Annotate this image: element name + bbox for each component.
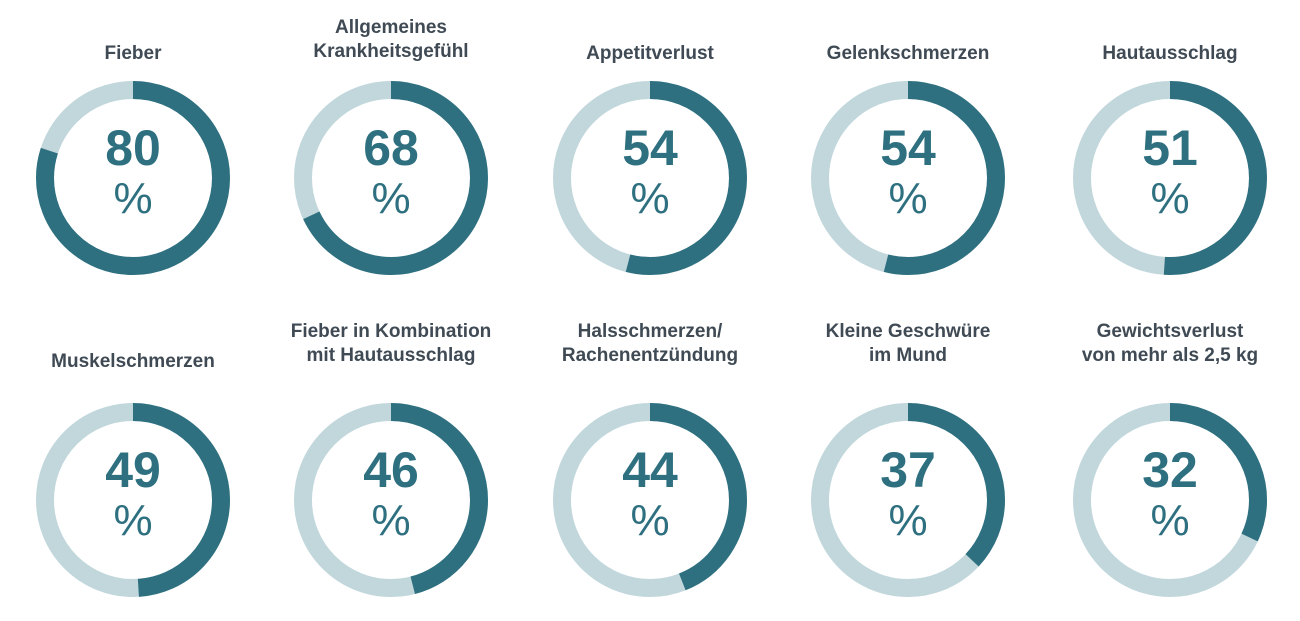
donut-item: Gelenkschmerzen 54% — [788, 0, 1028, 621]
donut-value: 44 — [622, 442, 678, 498]
donut-value-arc — [36, 403, 230, 597]
donut-unit: % — [371, 174, 411, 223]
donut-label: Allgemeines Krankheitsgefühl — [313, 17, 469, 62]
donut-label: Kleine Geschwüre im Mund — [825, 321, 991, 366]
donut-item: Appetitverlust 54% — [530, 0, 770, 621]
donut-unit: % — [371, 496, 411, 545]
donut-item: Halsschmerzen/ Rachenentzündung 44% — [530, 0, 770, 621]
donut-label: Fieber — [104, 43, 162, 64]
donut-item: Hautausschlag 51% — [1050, 0, 1290, 621]
donut-value-arc — [1073, 81, 1267, 275]
donut-label: Hautausschlag — [1102, 43, 1238, 64]
donut-ring: 68% — [291, 78, 491, 278]
donut-unit: % — [1150, 496, 1190, 545]
donut-label: Gewichtsverlust von mehr als 2,5 kg — [1081, 321, 1259, 366]
donut-unit: % — [888, 496, 928, 545]
donut-value: 54 — [880, 120, 936, 176]
donut-svg — [553, 81, 747, 275]
donut-ring: 44% — [550, 400, 750, 600]
donut-item: Allgemeines Krankheitsgefühl 68% — [271, 0, 511, 621]
donut-value: 37 — [880, 442, 936, 498]
donut-unit: % — [113, 174, 153, 223]
donut-value: 80 — [105, 120, 161, 176]
donut-item: Fieber in Kombination mit Hautausschlag 4… — [271, 0, 511, 621]
donut-value-arc — [1073, 403, 1267, 597]
donut-ring: 80% — [33, 78, 233, 278]
donut-value-arc — [553, 403, 747, 597]
donut-ring: 54% — [808, 78, 1008, 278]
donut-ring: 46% — [291, 400, 491, 600]
donut-svg — [1073, 403, 1267, 597]
donut-label: Gelenkschmerzen — [826, 43, 990, 64]
donut-ring: 49% — [33, 400, 233, 600]
donut-value: 46 — [363, 442, 419, 498]
donut-svg — [811, 81, 1005, 275]
donut-value-arc — [811, 403, 1005, 597]
donut-label: Muskelschmerzen — [51, 351, 215, 372]
donut-value: 54 — [622, 120, 678, 176]
donut-value: 32 — [1142, 442, 1198, 498]
donut-ring: 54% — [550, 78, 750, 278]
donut-label: Halsschmerzen/ Rachenentzündung — [561, 321, 739, 366]
donut-value-arc — [294, 81, 488, 275]
donut-svg — [553, 403, 747, 597]
donut-item: Kleine Geschwüre im Mund 37% — [788, 0, 1028, 621]
donut-value: 68 — [363, 120, 419, 176]
donut-label: Appetitverlust — [586, 43, 714, 64]
donut-svg — [294, 81, 488, 275]
donut-ring: 51% — [1070, 78, 1270, 278]
donut-unit: % — [630, 174, 670, 223]
donut-item: Muskelschmerzen 49% — [13, 0, 253, 621]
donut-svg — [294, 403, 488, 597]
donut-unit: % — [1150, 174, 1190, 223]
donut-ring: 37% — [808, 400, 1008, 600]
donut-value-arc — [553, 81, 747, 275]
donut-value: 49 — [105, 442, 161, 498]
donut-svg — [1073, 81, 1267, 275]
donut-svg — [36, 81, 230, 275]
donut-unit: % — [630, 496, 670, 545]
donut-svg — [36, 403, 230, 597]
donut-label: Fieber in Kombination mit Hautausschlag — [290, 321, 492, 366]
donut-value-arc — [36, 81, 230, 275]
donut-unit: % — [888, 174, 928, 223]
donut-value: 51 — [1142, 120, 1198, 176]
donut-svg — [811, 403, 1005, 597]
donut-item: Gewichtsverlust von mehr als 2,5 kg 32% — [1050, 0, 1290, 621]
donut-item: Fieber 80% — [13, 0, 253, 621]
donut-value-arc — [811, 81, 1005, 275]
donut-unit: % — [113, 496, 153, 545]
donut-value-arc — [294, 403, 488, 597]
donut-ring: 32% — [1070, 400, 1270, 600]
